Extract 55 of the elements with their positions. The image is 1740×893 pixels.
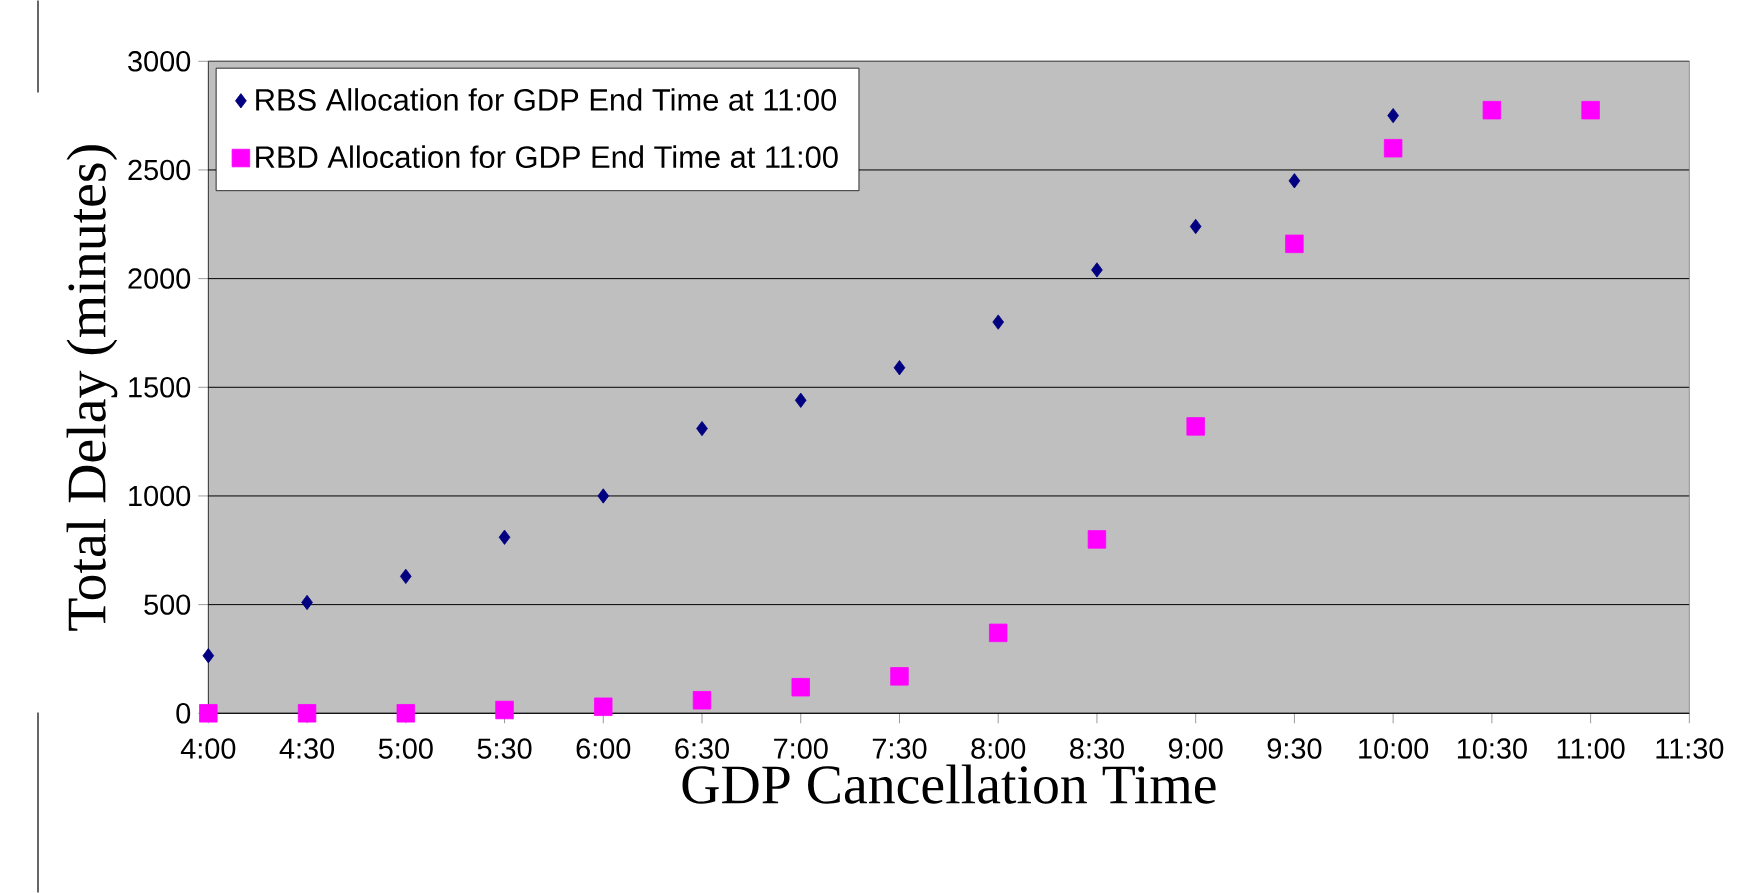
legend-label: RBS Allocation for GDP End Time at 11:00	[256, 88, 837, 111]
x-tick-label: 7:00	[774, 738, 828, 759]
x-tick-label: 4:00	[180, 738, 236, 759]
x-tick-label: 6:30	[675, 738, 729, 759]
point	[400, 568, 412, 584]
x-tick-label: 8:30	[1070, 738, 1124, 759]
point	[597, 488, 610, 504]
x-axis-title: GDP Cancellation Time	[682, 764, 1216, 804]
point	[1581, 100, 1600, 120]
x-tick-label: 8:00	[971, 738, 1026, 759]
point	[297, 703, 317, 723]
y-tick-label: 2500	[128, 159, 191, 181]
point	[1288, 173, 1301, 189]
point	[1189, 218, 1202, 234]
x-tick-label: 10:00	[1359, 738, 1429, 759]
point	[1383, 138, 1403, 158]
y-tick-label: 1000	[129, 485, 191, 507]
point	[498, 529, 511, 545]
point	[1482, 100, 1502, 120]
x-tick-label: 6:00	[576, 738, 631, 759]
point	[396, 703, 415, 723]
point	[893, 360, 906, 376]
point	[1186, 417, 1205, 436]
point	[301, 594, 313, 610]
point	[1285, 234, 1304, 253]
point	[890, 667, 909, 686]
point	[202, 648, 215, 664]
y-tick-label: 0	[176, 702, 191, 724]
legend-label: RBD Allocation for GDP End Time at 11:00	[256, 145, 838, 168]
x-tick-label: 5:30	[477, 738, 532, 759]
point	[794, 392, 807, 408]
x-tick-label: 5:00	[378, 738, 433, 759]
y-tick-label: 1500	[129, 376, 191, 398]
point	[495, 700, 514, 720]
point	[1087, 530, 1107, 549]
point	[199, 703, 218, 723]
x-tick-label: 9:00	[1168, 738, 1223, 759]
y-tick-label: 3000	[128, 50, 191, 72]
point	[992, 314, 1004, 330]
x-tick-label: 11:30	[1656, 738, 1724, 759]
y-tick-label: 500	[144, 594, 191, 615]
point	[791, 677, 810, 697]
y-axis-title: Total Delay (minutes)	[66, 145, 118, 631]
point	[692, 690, 712, 710]
point	[696, 420, 708, 437]
point	[1387, 107, 1399, 124]
x-tick-label: 4:30	[279, 738, 335, 759]
y-tick-label: 2000	[128, 268, 191, 289]
x-tick-label: 7:30	[872, 738, 927, 759]
point	[594, 697, 613, 716]
x-tick-label: 9:30	[1267, 738, 1322, 759]
x-tick-label: 10:30	[1457, 738, 1527, 759]
point	[1091, 262, 1103, 278]
x-tick-label: 11:00	[1557, 738, 1625, 759]
point	[989, 623, 1008, 642]
